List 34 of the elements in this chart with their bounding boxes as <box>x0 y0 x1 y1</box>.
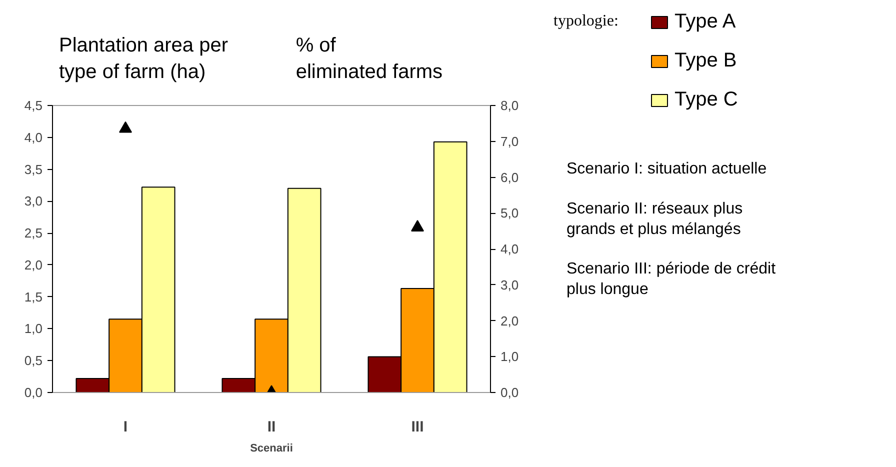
y-tick-label: 2,0 <box>24 257 43 272</box>
y2-tick-label: 8,0 <box>500 98 519 113</box>
x-tick-label: I <box>123 418 128 436</box>
y-tick-label: 4,5 <box>24 98 43 113</box>
y2-tick-label: 4,0 <box>500 242 519 256</box>
x-tick-label: II <box>267 418 276 436</box>
x-axis-title: Scenarii <box>250 442 293 454</box>
legend-label: Type A <box>674 10 736 32</box>
y-axis-title: Plantation area per type of farm (ha) <box>58 34 228 83</box>
point <box>411 220 424 232</box>
y2-tick-label: 0,0 <box>500 385 519 400</box>
text: Scenario III: période de crédit plus longue <box>566 260 776 298</box>
point <box>119 121 132 133</box>
y2-tick-label: 1,0 <box>500 349 519 364</box>
legend-label: Type B <box>674 50 737 72</box>
y-tick-label: 1,5 <box>24 289 43 304</box>
y2-tick-label: 2,0 <box>500 313 519 328</box>
y-tick-label: 0,0 <box>24 385 43 400</box>
y2-tick-label: 3,0 <box>500 277 519 292</box>
y-tick-label: 3,5 <box>24 162 43 177</box>
y-tick-label: 4,0 <box>24 130 43 145</box>
y2-tick-label: 5,0 <box>500 206 519 221</box>
y2-axis-title: % of eliminated farms <box>296 34 443 83</box>
text: Scenario II: réseaux plus grands et plus mélangés <box>566 200 743 238</box>
y-tick-label: 0,5 <box>24 353 43 368</box>
text: Scenario I: situation actuelle <box>566 160 767 178</box>
x-tick-label: III <box>411 418 424 436</box>
y-tick-label: 3,0 <box>24 194 43 209</box>
y-tick-label: 2,5 <box>24 226 43 241</box>
y2-tick-label: 6,0 <box>500 170 519 185</box>
y-tick-label: 1,0 <box>24 321 43 336</box>
y2-tick-label: 7,0 <box>500 134 519 149</box>
legend-title: typologie: <box>554 12 618 30</box>
legend-label: Type C <box>674 88 738 110</box>
